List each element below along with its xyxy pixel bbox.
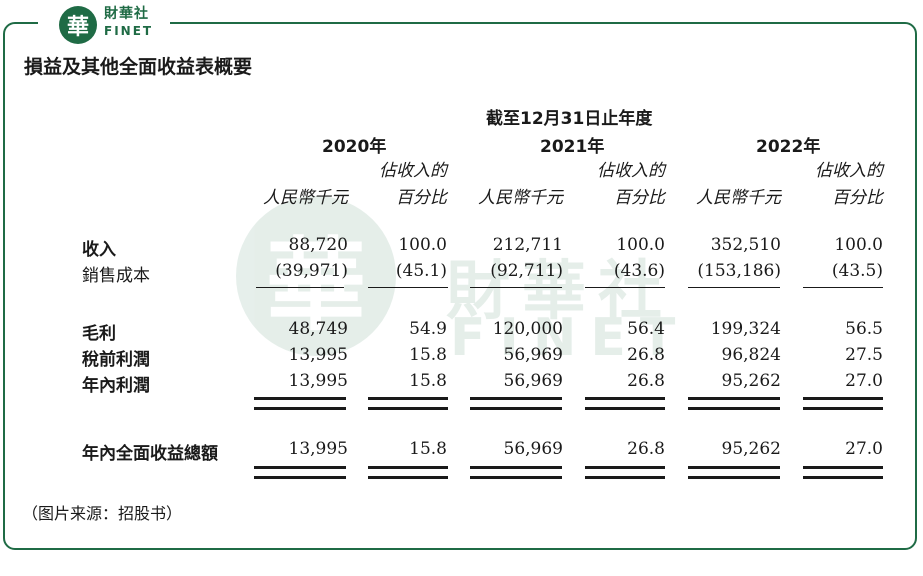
rule-double (470, 397, 562, 410)
table-cell: 56.5 (845, 319, 883, 339)
table-cell: 26.8 (627, 345, 665, 365)
row-label: 銷售成本 (82, 266, 150, 286)
rule-double (585, 466, 665, 479)
brand-badge-char: 華 (66, 14, 89, 40)
rule-double (254, 397, 346, 410)
table-cell: 100.0 (398, 235, 447, 255)
table-cell: (153,186) (697, 261, 781, 281)
table-cell: (39,971) (275, 261, 348, 281)
table-cell: 100.0 (834, 235, 883, 255)
row-label: 年內利潤 (82, 376, 150, 396)
table-cell: 100.0 (616, 235, 665, 255)
rule-double (803, 397, 883, 410)
table-cell: 13,995 (288, 345, 348, 365)
table-cell: (43.6) (613, 261, 665, 281)
col-amount-2022: 人民幣千元 (696, 188, 781, 208)
col-pct-2022-line2: 百分比 (832, 188, 883, 208)
table-cell: 26.8 (627, 371, 665, 391)
table-cell: 13,995 (288, 371, 348, 391)
year-2022: 2022年 (756, 137, 821, 157)
table-title: 損益及其他全面收益表概要 (24, 56, 253, 78)
table-cell: 54.9 (409, 319, 447, 339)
year-2021: 2021年 (540, 137, 605, 157)
rule-single (688, 287, 780, 288)
table-cell: 95,262 (721, 439, 781, 459)
period-header: 截至12月31日止年度 (486, 109, 653, 129)
brand-logo-badge: 華 (59, 6, 97, 44)
table-cell: 56,969 (503, 439, 563, 459)
table-cell: 96,824 (721, 345, 781, 365)
table-cell: 56.4 (627, 319, 665, 339)
rule-single (256, 287, 344, 288)
table-cell: 13,995 (288, 439, 348, 459)
table-cell: 48,749 (288, 319, 348, 339)
table-cell: 95,262 (721, 371, 781, 391)
table-cell: 27.5 (845, 345, 883, 365)
rule-single (368, 287, 448, 288)
col-amount-2020: 人民幣千元 (263, 188, 348, 208)
rule-single (803, 287, 883, 288)
table-cell: 15.8 (409, 371, 447, 391)
row-label: 稅前利潤 (82, 350, 150, 370)
table-cell: 352,510 (710, 235, 781, 255)
source-note: （图片来源：招股书） (22, 504, 183, 523)
brand-name-en: FINET (104, 24, 154, 38)
col-pct-2021-line2: 百分比 (614, 188, 665, 208)
card-frame (3, 22, 917, 550)
table-cell: 56,969 (503, 345, 563, 365)
table-cell: 120,000 (492, 319, 563, 339)
table-cell: 27.0 (845, 439, 883, 459)
table-cell: 56,969 (503, 371, 563, 391)
col-pct-2022-line1: 佔收入的 (815, 161, 883, 181)
rule-double (688, 397, 780, 410)
table-cell: (92,711) (490, 261, 563, 281)
col-pct-2020-line1: 佔收入的 (379, 161, 447, 181)
rule-double (254, 466, 346, 479)
rule-double (688, 466, 780, 479)
col-amount-2021: 人民幣千元 (478, 188, 563, 208)
table-cell: 88,720 (288, 235, 348, 255)
col-pct-2020-line2: 百分比 (396, 188, 447, 208)
rule-double (470, 466, 562, 479)
rule-single (585, 287, 665, 288)
table-cell: 26.8 (627, 439, 665, 459)
rule-double (368, 466, 448, 479)
table-cell: 27.0 (845, 371, 883, 391)
table-cell: 15.8 (409, 439, 447, 459)
rule-single (470, 287, 562, 288)
row-label: 收入 (82, 240, 116, 260)
row-label: 年內全面收益總額 (82, 444, 218, 464)
table-cell: (45.1) (395, 261, 447, 281)
brand-name-cn: 財華社 (104, 6, 149, 22)
col-pct-2021-line1: 佔收入的 (597, 161, 665, 181)
brand-logo-text: 財華社 FINET (104, 7, 153, 37)
table-cell: 199,324 (710, 319, 781, 339)
rule-double (368, 397, 448, 410)
rule-double (803, 466, 883, 479)
table-cell: (43.5) (831, 261, 883, 281)
table-cell: 212,711 (492, 235, 563, 255)
rule-double (585, 397, 665, 410)
table-cell: 15.8 (409, 345, 447, 365)
row-label: 毛利 (82, 324, 116, 344)
year-2020: 2020年 (322, 137, 387, 157)
